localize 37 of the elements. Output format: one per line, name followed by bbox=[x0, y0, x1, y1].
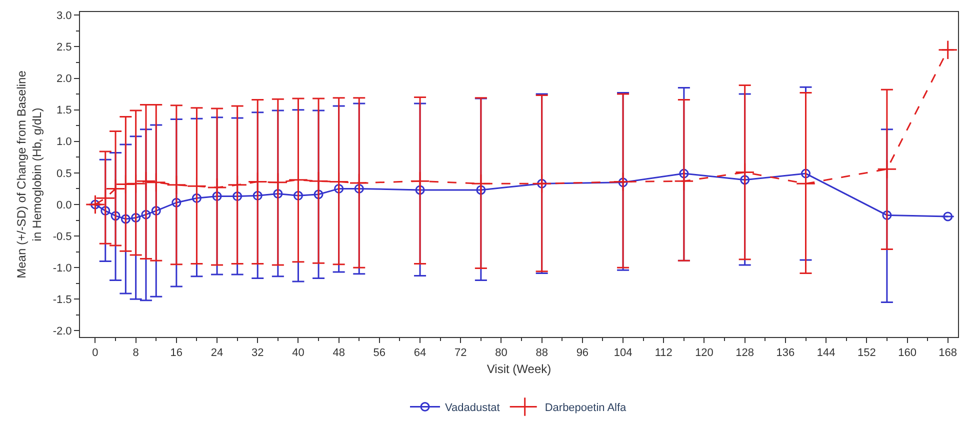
x-tick-label: 48 bbox=[332, 347, 345, 360]
x-tick-label: 64 bbox=[414, 347, 426, 360]
x-tick-label: 96 bbox=[576, 347, 589, 360]
legend-label: Darbepoetin Alfa bbox=[544, 402, 628, 414]
y-tick-label: 0.0 bbox=[56, 199, 72, 212]
y-tick-label: 1.0 bbox=[56, 136, 72, 148]
x-tick-label: 120 bbox=[695, 347, 714, 360]
legend-label: Vadadustat bbox=[445, 402, 500, 414]
y-tick-label: -0.5 bbox=[52, 230, 72, 243]
x-tick-label: 128 bbox=[736, 347, 754, 360]
y-axis-title: Mean (+/-SD) of Change from Baseline in Hemoglobin (Hb, g/dL) bbox=[14, 70, 44, 278]
x-tick-label: 160 bbox=[898, 347, 916, 360]
y-tick-label: 1.5 bbox=[56, 104, 72, 117]
x-tick-label: 88 bbox=[536, 347, 548, 360]
x-tick-label: 112 bbox=[654, 347, 672, 360]
x-tick-label: 56 bbox=[373, 347, 386, 360]
x-tick-label: 0 bbox=[92, 347, 98, 360]
y-tick-label: 3.0 bbox=[56, 10, 72, 22]
y-tick-label: -1.5 bbox=[52, 294, 72, 306]
x-axis-title: Visit (Week) bbox=[486, 362, 552, 376]
y-tick-label: 2.5 bbox=[56, 42, 72, 54]
x-tick-label: 80 bbox=[495, 347, 508, 360]
x-tick-label: 40 bbox=[292, 347, 304, 360]
y-tick-label: -1.0 bbox=[52, 262, 72, 274]
x-tick-label: 16 bbox=[170, 347, 183, 360]
y-tick-label: 2.0 bbox=[56, 73, 72, 86]
y-tick-label: -2.0 bbox=[52, 326, 72, 338]
x-tick-label: 72 bbox=[454, 347, 467, 360]
x-tick-label: 144 bbox=[816, 347, 836, 360]
x-tick-label: 168 bbox=[938, 347, 958, 360]
x-tick-label: 104 bbox=[614, 347, 632, 360]
x-tick-label: 24 bbox=[210, 347, 224, 360]
x-tick-label: 32 bbox=[252, 347, 264, 360]
x-tick-label: 152 bbox=[857, 347, 876, 360]
y-tick-label: 0.5 bbox=[56, 168, 72, 180]
x-tick-label: 136 bbox=[776, 347, 795, 360]
x-tick-label: 8 bbox=[132, 347, 139, 360]
